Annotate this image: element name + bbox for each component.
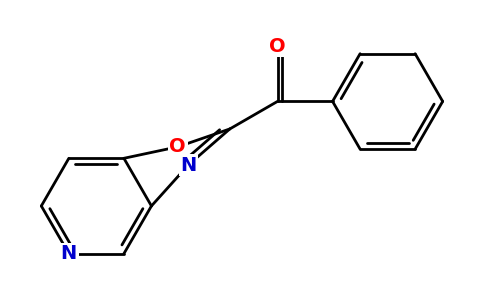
Text: O: O xyxy=(269,37,286,56)
Text: O: O xyxy=(169,137,186,156)
Text: N: N xyxy=(180,156,197,175)
Text: N: N xyxy=(60,244,77,263)
